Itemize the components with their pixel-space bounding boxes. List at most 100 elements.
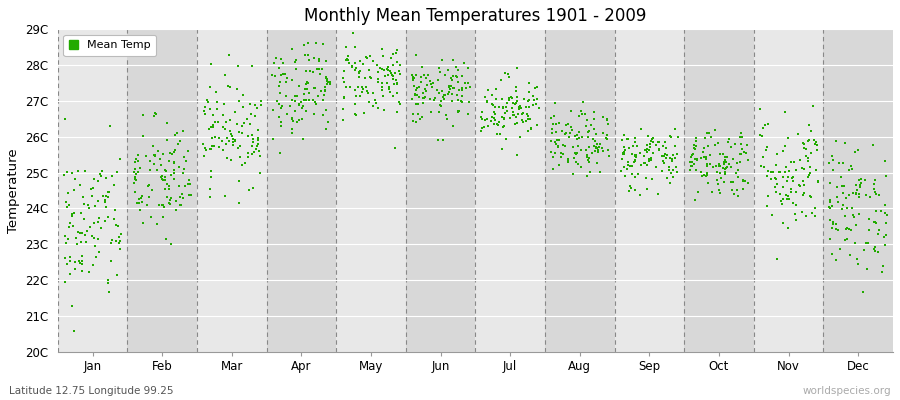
Point: [544, 115, 558, 121]
Point: [253, 152, 267, 159]
Point: [737, 148, 751, 155]
Point: [377, 73, 392, 79]
Point: [58, 115, 72, 122]
Point: [626, 143, 641, 149]
Point: [392, 101, 407, 108]
Point: [798, 152, 813, 159]
Point: [67, 187, 81, 193]
Point: [270, 98, 284, 104]
Point: [587, 143, 601, 149]
Point: [248, 113, 262, 120]
Point: [637, 159, 652, 166]
Point: [633, 150, 647, 156]
Point: [572, 134, 586, 141]
Point: [548, 120, 562, 127]
Point: [763, 176, 778, 182]
Point: [559, 122, 573, 128]
Point: [587, 126, 601, 132]
Title: Monthly Mean Temperatures 1901 - 2009: Monthly Mean Temperatures 1901 - 2009: [304, 7, 646, 25]
Point: [148, 110, 162, 116]
Point: [244, 111, 258, 117]
Point: [591, 149, 606, 155]
Bar: [266, 29, 337, 352]
Point: [801, 138, 815, 144]
Point: [642, 147, 656, 153]
Point: [128, 189, 142, 195]
Point: [508, 100, 523, 107]
Point: [772, 169, 787, 176]
Point: [707, 127, 722, 133]
Point: [528, 101, 543, 108]
Point: [519, 111, 534, 117]
Point: [670, 168, 684, 175]
Point: [218, 126, 232, 132]
Point: [866, 142, 880, 148]
Point: [392, 68, 407, 74]
Point: [382, 86, 396, 92]
Point: [693, 154, 707, 161]
Point: [445, 98, 459, 104]
Point: [111, 223, 125, 229]
Point: [857, 247, 871, 253]
Point: [849, 190, 863, 197]
Point: [741, 180, 755, 186]
Point: [487, 108, 501, 115]
Point: [524, 126, 538, 132]
Point: [316, 41, 330, 47]
Point: [581, 157, 596, 164]
Point: [559, 130, 573, 136]
Point: [176, 154, 191, 160]
Point: [366, 90, 381, 96]
Point: [829, 226, 843, 232]
Point: [369, 99, 383, 106]
Point: [712, 162, 726, 169]
Point: [498, 110, 512, 116]
Point: [544, 125, 559, 132]
Point: [582, 128, 597, 134]
Point: [823, 217, 837, 223]
Point: [620, 135, 634, 142]
Point: [621, 136, 635, 142]
Point: [831, 227, 845, 234]
Point: [383, 68, 398, 74]
Point: [366, 58, 381, 64]
Point: [515, 111, 529, 118]
Point: [823, 197, 837, 203]
Point: [302, 52, 316, 58]
Point: [104, 257, 118, 264]
Point: [206, 112, 220, 118]
Point: [285, 115, 300, 121]
Point: [848, 240, 862, 247]
Point: [642, 158, 656, 164]
Point: [96, 193, 111, 199]
Point: [246, 139, 260, 145]
Point: [837, 183, 851, 190]
Point: [829, 220, 843, 227]
Point: [205, 143, 220, 150]
Point: [810, 147, 824, 154]
Point: [136, 112, 150, 118]
Point: [861, 227, 876, 234]
Point: [375, 46, 390, 52]
Point: [837, 213, 851, 220]
Point: [106, 182, 121, 188]
Point: [337, 95, 351, 101]
Point: [701, 180, 716, 186]
Point: [704, 134, 718, 140]
Point: [733, 133, 747, 140]
Point: [381, 64, 395, 70]
Point: [455, 73, 470, 79]
Point: [406, 76, 420, 83]
Point: [243, 120, 257, 127]
Point: [168, 147, 183, 153]
Point: [474, 128, 489, 134]
Point: [644, 141, 658, 147]
Point: [652, 191, 666, 198]
Point: [61, 202, 76, 208]
Point: [173, 138, 187, 144]
Point: [164, 194, 178, 201]
Point: [145, 186, 159, 193]
Point: [868, 219, 882, 225]
Point: [91, 219, 105, 226]
Point: [753, 163, 768, 170]
